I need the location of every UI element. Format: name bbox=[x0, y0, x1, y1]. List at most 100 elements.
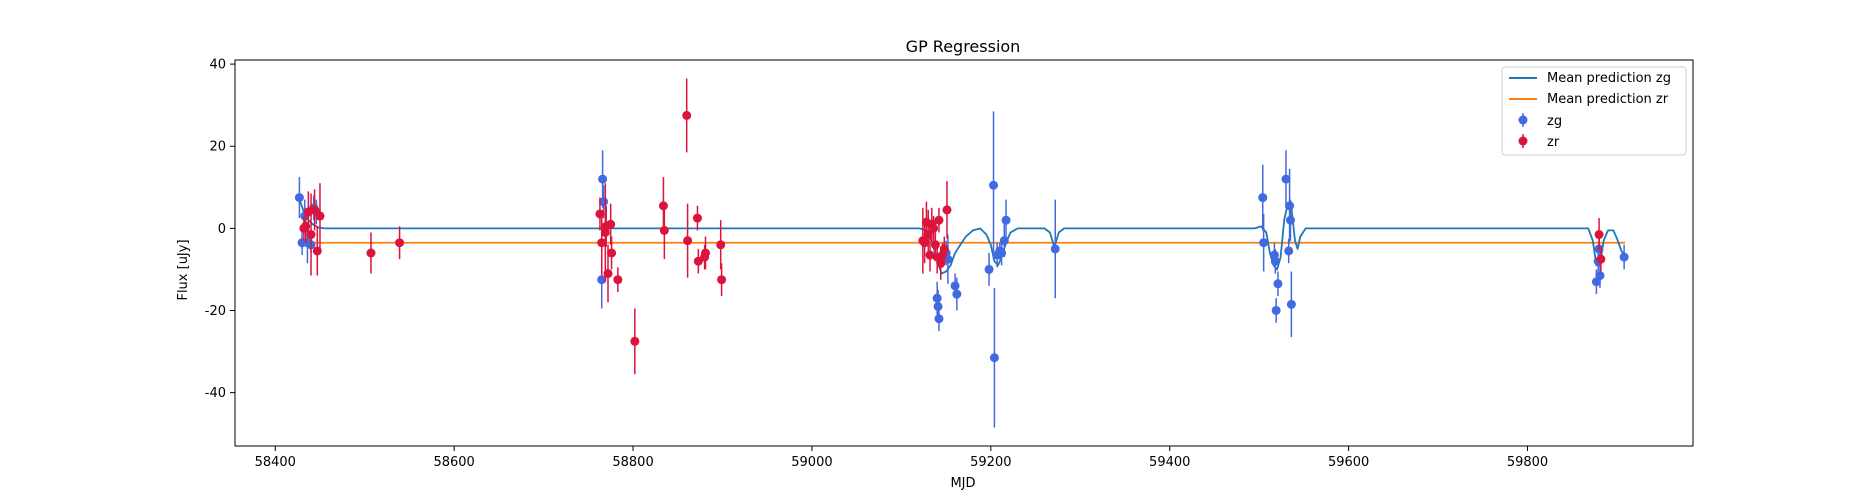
data-point-zg bbox=[1259, 213, 1269, 272]
data-point-zr bbox=[310, 189, 320, 231]
data-point-zg bbox=[1271, 298, 1281, 323]
x-tick-label: 58600 bbox=[433, 455, 474, 470]
x-tick-label: 59200 bbox=[970, 455, 1011, 470]
data-point-zg bbox=[1273, 271, 1283, 297]
data-point-zr bbox=[659, 201, 669, 260]
data-point-zr bbox=[717, 263, 727, 297]
data-point-zr bbox=[692, 205, 702, 231]
data-point-zr bbox=[606, 203, 616, 245]
data-point-zr bbox=[939, 236, 949, 262]
axis-ticks: 58400 58600 58800 59000 59200 59400 59600 59800… bbox=[205, 58, 1548, 470]
point-marker bbox=[683, 236, 693, 246]
y-tick-label: 40 bbox=[209, 58, 226, 73]
point-marker bbox=[607, 248, 617, 258]
legend-label-zg: zg bbox=[1547, 114, 1562, 129]
data-point-zg bbox=[1619, 244, 1629, 270]
point-marker bbox=[613, 275, 623, 285]
point-marker bbox=[989, 353, 999, 363]
point-marker bbox=[1284, 246, 1294, 256]
data-point-zr bbox=[613, 267, 623, 293]
point-marker bbox=[933, 301, 943, 311]
point-marker bbox=[1259, 238, 1269, 248]
x-tick-label: 59800 bbox=[1507, 455, 1548, 470]
data-point-zr bbox=[315, 183, 325, 249]
legend: Mean prediction zg Mean prediction zr zg… bbox=[1501, 66, 1687, 156]
data-point-zr bbox=[716, 220, 726, 270]
x-tick-label: 58800 bbox=[612, 455, 653, 470]
point-marker bbox=[923, 230, 933, 240]
point-marker bbox=[1271, 305, 1281, 315]
plot-area bbox=[294, 78, 1629, 428]
point-marker bbox=[658, 201, 668, 211]
point-marker bbox=[1595, 271, 1605, 281]
data-point-zg bbox=[1285, 168, 1295, 243]
point-marker bbox=[700, 248, 710, 258]
point-marker bbox=[1596, 254, 1606, 264]
data-point-zg bbox=[1050, 199, 1060, 299]
data-point-zg bbox=[1284, 238, 1294, 264]
x-tick-label: 58400 bbox=[255, 455, 296, 470]
point-marker bbox=[682, 110, 692, 120]
series-zr bbox=[299, 78, 1606, 375]
data-point-zg bbox=[952, 277, 962, 311]
data-point-zr bbox=[597, 209, 607, 276]
point-marker bbox=[934, 215, 944, 225]
chart-title: GP Regression bbox=[906, 37, 1021, 56]
point-marker bbox=[932, 293, 942, 303]
x-tick-label: 59600 bbox=[1328, 455, 1369, 470]
point-marker bbox=[1050, 244, 1060, 254]
data-point-zg bbox=[989, 111, 999, 260]
data-point-zr bbox=[700, 236, 710, 270]
y-tick-label: 0 bbox=[218, 222, 226, 237]
point-marker bbox=[595, 209, 605, 219]
point-marker bbox=[930, 240, 940, 250]
point-marker bbox=[925, 250, 935, 260]
point-marker bbox=[717, 275, 727, 285]
data-point-zr bbox=[925, 238, 935, 272]
data-point-zr bbox=[658, 177, 668, 235]
point-marker bbox=[1001, 215, 1011, 225]
data-point-zg bbox=[1285, 199, 1295, 241]
point-marker bbox=[366, 248, 376, 258]
data-point-zg bbox=[1001, 199, 1011, 241]
point-marker bbox=[716, 240, 726, 250]
data-point-zg bbox=[934, 306, 944, 332]
point-marker bbox=[659, 225, 669, 235]
point-marker bbox=[598, 174, 608, 184]
data-point-zr bbox=[306, 193, 316, 276]
point-marker bbox=[1285, 215, 1295, 225]
point-marker bbox=[597, 238, 607, 248]
data-point-zr bbox=[1594, 218, 1604, 251]
data-point-zr bbox=[395, 226, 405, 260]
point-marker bbox=[1286, 299, 1296, 309]
data-point-zr bbox=[607, 236, 617, 270]
data-point-zg bbox=[989, 287, 999, 428]
point-marker bbox=[929, 223, 939, 233]
point-marker bbox=[942, 205, 952, 215]
point-marker bbox=[306, 230, 316, 240]
point-marker bbox=[1258, 193, 1268, 203]
point-marker bbox=[603, 269, 613, 279]
point-marker bbox=[315, 211, 325, 221]
data-point-zr bbox=[929, 216, 939, 241]
point-marker bbox=[950, 281, 960, 291]
data-point-zg bbox=[1270, 248, 1280, 274]
point-marker bbox=[939, 244, 949, 254]
data-point-zg bbox=[984, 253, 994, 286]
legend-swatch-zr bbox=[1518, 134, 1528, 148]
y-tick-label: 20 bbox=[209, 140, 226, 155]
point-marker bbox=[1281, 174, 1291, 184]
point-marker bbox=[1594, 230, 1604, 240]
data-point-zg bbox=[1281, 150, 1291, 208]
point-marker bbox=[597, 275, 607, 285]
point-marker bbox=[395, 238, 405, 248]
point-marker bbox=[999, 236, 1009, 246]
point-marker bbox=[1273, 279, 1283, 289]
x-tick-label: 59000 bbox=[791, 455, 832, 470]
point-marker bbox=[606, 219, 616, 229]
data-point-zr bbox=[1596, 246, 1606, 272]
data-point-zr bbox=[683, 203, 693, 278]
point-marker bbox=[692, 213, 702, 223]
y-tick-label: -40 bbox=[205, 386, 226, 401]
